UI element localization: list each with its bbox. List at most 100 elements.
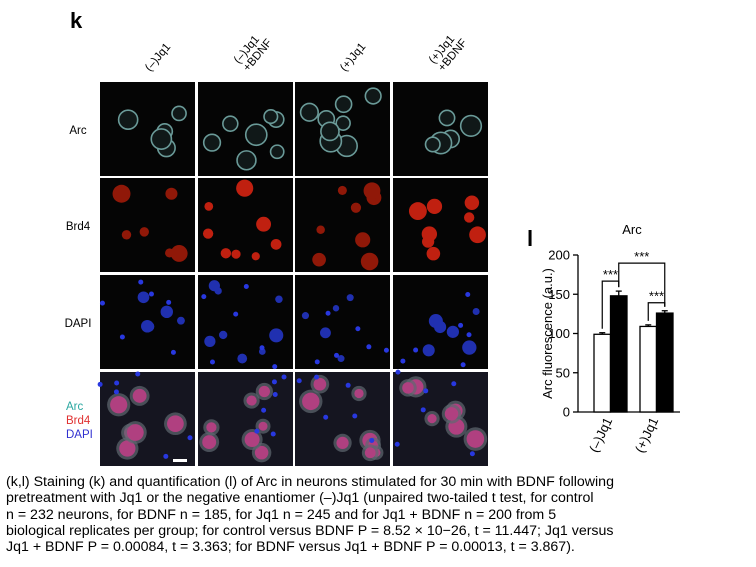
nucleus [332,305,340,312]
bar [639,325,658,413]
caption-line: Jq1 + BDNF P = 0.00084, t = 3.363; for B… [6,539,575,556]
row-label: Brd4 [66,221,91,233]
dot [243,283,249,289]
nucleus [160,305,173,319]
significance-label: *** [649,289,664,304]
panel-label: k [70,8,83,33]
dot [281,374,287,380]
nucleus [202,228,214,239]
nucleus [301,312,310,320]
nucleus [346,294,354,302]
micrograph [393,178,488,272]
significance-label: *** [634,249,649,264]
dot [345,382,351,388]
nucleus [337,185,347,195]
dot [394,441,400,447]
nucleus [170,245,188,262]
nucleus [364,447,376,459]
merge-label: Arc [66,401,84,413]
nucleus [472,307,480,315]
nucleus [121,230,132,240]
cell [117,109,139,131]
bar [655,312,674,413]
cell [335,115,351,131]
nucleus [206,422,217,433]
y-tick-label: 0 [563,405,570,420]
significance-bracket [618,262,666,307]
y-tick-label: 150 [548,287,570,302]
nucleus [428,314,443,329]
dot [97,381,103,387]
dot [395,369,401,375]
nucleus [363,182,381,200]
dot [201,294,207,300]
cell [236,150,257,171]
dot [369,437,375,443]
column-header-text: (+)Jq1 [338,41,368,74]
nucleus [336,436,349,450]
nucleus [426,198,443,215]
caption-line: pretreatment with Jq1 or the negative en… [6,490,594,507]
chart-title: Arc [622,222,642,237]
y-tick-label: 200 [548,248,570,263]
nucleus [444,407,459,421]
nucleus [422,344,435,357]
nucleus [112,184,131,203]
y-tick-label: 100 [548,326,570,341]
nucleus [165,187,178,200]
nucleus [463,212,475,223]
dot [259,345,265,351]
nucleus [466,430,485,448]
dot [314,359,320,365]
nucleus [137,291,150,304]
nucleus [469,226,486,244]
dot [99,300,105,306]
dot [469,451,475,457]
micrograph [198,372,293,466]
dot [323,414,329,420]
dot [355,326,361,332]
nucleus [202,435,217,450]
nucleus [139,227,149,237]
nucleus [126,424,144,441]
cell [299,102,319,122]
nucleus [110,396,128,414]
caption-line: n = 232 neurons, for BDNF n = 185, for J… [6,506,557,523]
nucleus [220,248,232,259]
nucleus [350,202,362,213]
row-label: Arc [69,125,87,137]
column-header: (+)Jq1+BDNF [427,33,470,74]
dot [271,379,277,385]
nucleus [167,415,184,433]
dot [451,381,457,387]
nucleus [251,252,260,261]
cell [424,136,441,153]
dot [138,279,144,285]
dot [233,311,239,317]
row-label: DAPI [65,318,92,330]
dot [423,388,429,394]
dot [465,291,471,297]
column-header: (–)Jq1+BDNF [232,34,275,74]
significance-bracket [647,302,666,321]
bar [593,333,612,413]
dot [460,362,466,368]
cell [171,105,187,122]
dot [383,347,389,353]
cell [364,87,382,105]
column-header-text: (–)Jq1 [143,41,173,74]
dot [261,407,267,413]
nucleus [422,235,435,248]
nucleus [320,327,331,339]
nucleus [269,328,284,343]
nucleus [256,216,272,232]
dot [148,291,154,297]
dot [209,359,215,365]
nucleus [402,382,414,394]
nucleus [246,395,257,406]
nucleus [204,335,216,347]
cell [244,123,268,147]
dot [296,378,302,384]
nucleus [254,445,269,460]
